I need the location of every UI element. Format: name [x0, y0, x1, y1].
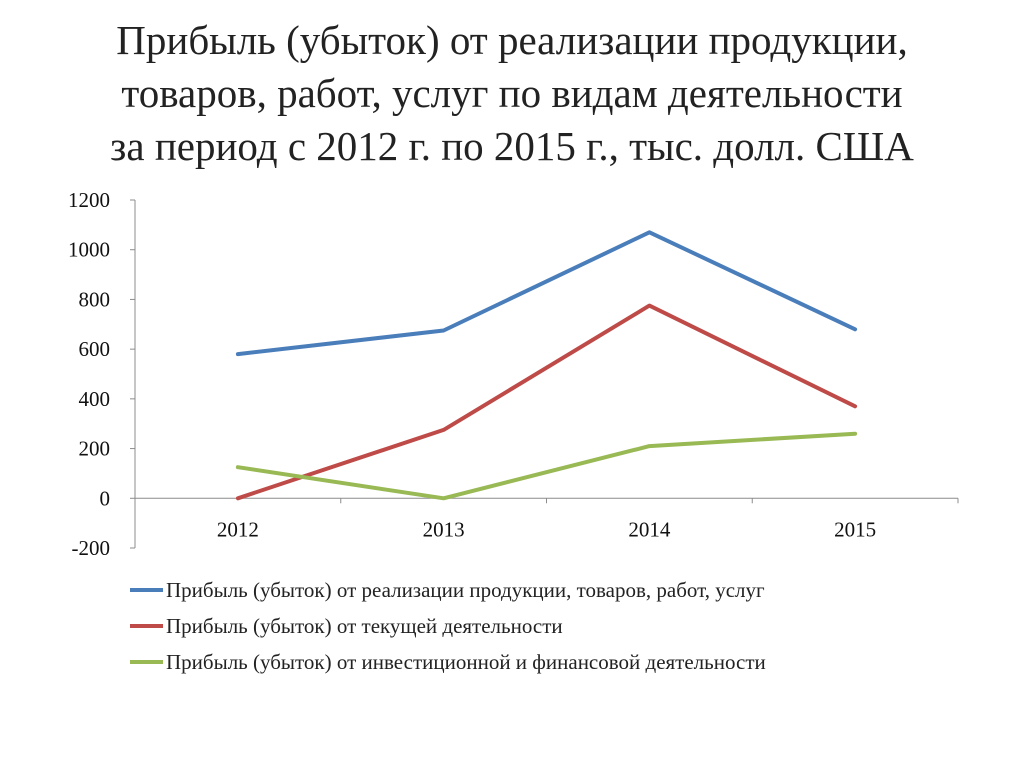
y-tick-label: 1000	[68, 238, 110, 262]
series-line-2	[235, 303, 858, 501]
y-tick-label: 200	[79, 437, 111, 461]
y-tick-label: 400	[79, 387, 111, 411]
series-line-1	[235, 230, 858, 357]
chart-title-line-2: товаров, работ, услуг по видам деятельно…	[121, 70, 903, 116]
x-tick-label: 2012	[217, 517, 259, 541]
y-tick-label: 0	[100, 486, 111, 510]
series-line-3	[235, 431, 858, 501]
legend-label-3: Прибыль (убыток) от инвестиционной и фин…	[166, 650, 766, 674]
chart-title-line-1: Прибыль (убыток) от реализации продукции…	[116, 17, 908, 63]
y-tick-label: -200	[72, 536, 111, 560]
y-tick-label: 1200	[68, 188, 110, 212]
y-tick-label: 800	[79, 287, 111, 311]
y-tick-label: 600	[79, 337, 111, 361]
x-tick-label: 2013	[423, 517, 465, 541]
x-tick-label: 2014	[628, 517, 671, 541]
chart-title-line-3: за период с 2012 г. по 2015 г., тыс. дол…	[110, 123, 914, 169]
legend-label-2: Прибыль (убыток) от текущей деятельности	[166, 614, 563, 638]
chart-title: Прибыль (убыток) от реализации продукции…	[0, 14, 1024, 173]
x-tick-label: 2015	[834, 517, 876, 541]
legend-label-1: Прибыль (убыток) от реализации продукции…	[166, 578, 765, 602]
